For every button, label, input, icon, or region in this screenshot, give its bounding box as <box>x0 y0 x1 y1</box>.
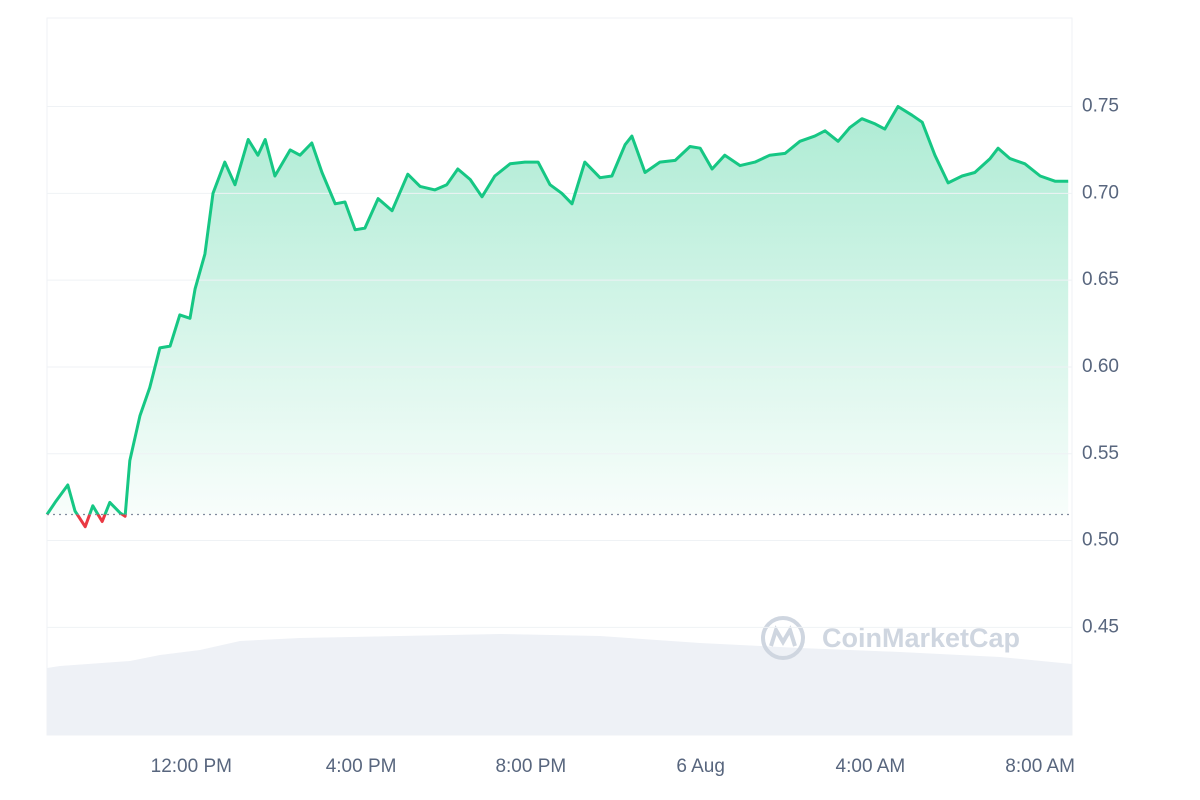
price-line-up <box>45 105 1069 515</box>
y-tick-label: 0.45 <box>1082 616 1119 637</box>
y-tick-label: 0.70 <box>1082 182 1119 203</box>
y-tick-label: 0.55 <box>1082 443 1119 464</box>
watermark: CoinMarketCap <box>822 623 1020 653</box>
y-tick-label: 0.50 <box>1082 530 1119 551</box>
x-tick-label: 6 Aug <box>676 756 725 777</box>
y-tick-label: 0.65 <box>1082 269 1119 290</box>
x-tick-label: 4:00 PM <box>326 756 397 777</box>
watermark-logo <box>761 616 805 660</box>
y-tick-label: 0.75 <box>1082 96 1119 117</box>
x-tick-label: 8:00 PM <box>495 756 566 777</box>
price-area <box>47 106 1069 515</box>
x-tick-label: 12:00 PM <box>151 756 232 777</box>
volume-area <box>47 634 1072 735</box>
x-tick-label: 8:00 AM <box>1005 756 1075 777</box>
x-tick-label: 4:00 AM <box>836 756 906 777</box>
y-tick-label: 0.60 <box>1082 356 1119 377</box>
